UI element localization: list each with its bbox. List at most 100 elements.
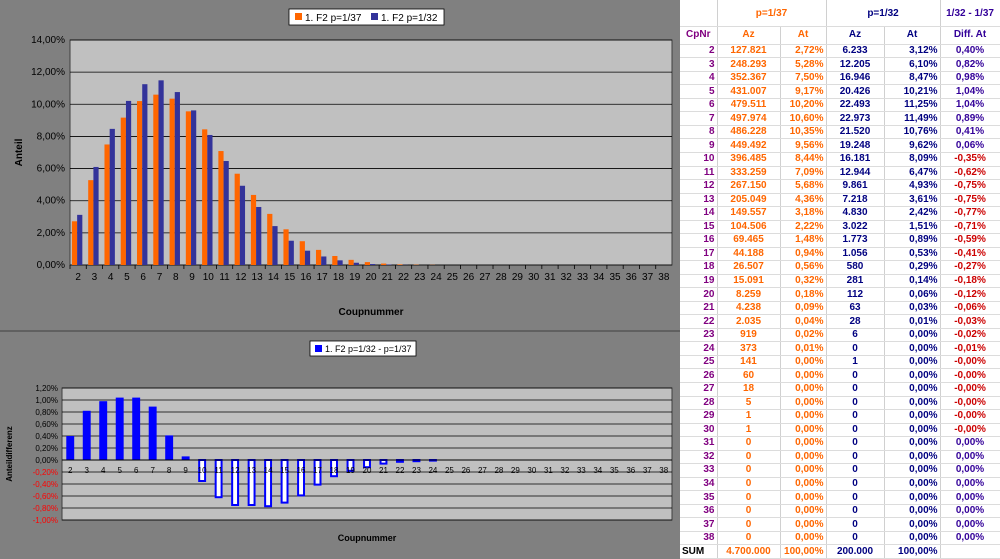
cell-diff-at: -0,35%	[940, 152, 1000, 167]
cell-az-p37: 0	[717, 504, 781, 519]
bar-diff	[165, 435, 174, 460]
cell-az-p37: 352.367	[717, 71, 781, 86]
cell-cpnr: 34	[680, 477, 718, 492]
cell-cpnr: 7	[680, 111, 718, 126]
y-tick-label: 12,00%	[31, 67, 65, 78]
cell-cpnr: 31	[680, 436, 718, 451]
x-tick-label: 30	[527, 466, 536, 475]
cell-az-p32: 0	[826, 477, 885, 492]
cell-az-p32: 0	[826, 490, 885, 505]
x-tick-label: 10	[198, 466, 207, 475]
sum-cell-az-p32: 200.000	[826, 544, 885, 559]
cell-az-p37: 373	[717, 341, 781, 356]
cell-at-p32: 0,06%	[884, 287, 941, 302]
cell-az-p37: 0	[717, 477, 781, 492]
cell-az-p37: 104.506	[717, 220, 781, 235]
bar-p32	[321, 256, 327, 265]
legend: 1. F2 p=1/37 1. F2 p=1/32	[288, 8, 445, 26]
y-tick-label: 0,00%	[37, 260, 65, 271]
cell-at-p32: 3,12%	[884, 44, 941, 59]
table-row: 6 479.511 10,20% 22.493 11,25% 1,04%	[680, 98, 1000, 113]
cell-cpnr: 2	[680, 44, 718, 59]
cell-at-p32: 3,61%	[884, 193, 941, 208]
bar-p37	[153, 94, 159, 266]
bar-diff	[181, 456, 190, 460]
y-tick-label: 0,00%	[35, 456, 58, 465]
cell-at-p32: 0,00%	[884, 396, 941, 411]
x-tick-label: 5	[117, 466, 122, 475]
cell-cpnr: 5	[680, 84, 718, 99]
x-tick-label: 34	[593, 272, 605, 283]
cell-at-p37: 10,20%	[780, 98, 827, 113]
bar-p32	[109, 128, 115, 265]
x-tick-label: 28	[496, 272, 508, 283]
x-tick-label: 3	[85, 466, 90, 475]
cell-diff-at: 0,00%	[940, 463, 1000, 478]
bar-p37	[348, 259, 354, 265]
cell-at-p32: 0,00%	[884, 490, 941, 505]
cell-az-p32: 0	[826, 517, 885, 532]
cell-cpnr: 25	[680, 355, 718, 370]
bar-p37	[218, 151, 224, 265]
x-tick-label: 19	[349, 272, 361, 283]
table-row: 20 8.259 0,18% 112 0,06% -0,12%	[680, 287, 1000, 302]
col-header-at-p32: At	[884, 26, 941, 45]
group-header-row: p=1/37 p=1/32 1/32 - 1/37	[680, 0, 1000, 28]
bar-p32	[191, 110, 197, 266]
legend-label-p37: 1. F2 p=1/37	[305, 13, 362, 24]
cell-diff-at: -0,77%	[940, 206, 1000, 221]
x-tick-label: 37	[643, 466, 652, 475]
cell-cpnr: 12	[680, 179, 718, 194]
bar-diff	[99, 401, 108, 460]
cell-diff-at: -0,18%	[940, 274, 1000, 289]
x-tick-label: 6	[134, 466, 139, 475]
cell-az-p37: 2.035	[717, 314, 781, 329]
cell-az-p37: 205.049	[717, 193, 781, 208]
table-row: 12 267.150 5,68% 9.861 4,93% -0,75%	[680, 179, 1000, 194]
cell-az-p32: 580	[826, 260, 885, 275]
x-tick-label: 11	[214, 466, 223, 475]
cell-at-p37: 10,35%	[780, 125, 827, 140]
bar-p37	[185, 111, 192, 265]
x-axis-title: Coupnummer	[338, 533, 397, 543]
x-tick-label: 37	[642, 272, 654, 283]
cell-az-p37: 1	[717, 423, 781, 438]
x-tick-label: 33	[577, 466, 586, 475]
cell-az-p32: 0	[826, 341, 885, 356]
x-tick-label: 13	[252, 272, 264, 283]
cell-az-p32: 1.773	[826, 233, 885, 248]
y-tick-label: -0,20%	[33, 468, 58, 477]
col-header-az-p37: Az	[717, 26, 781, 45]
cell-at-p32: 0,14%	[884, 274, 941, 289]
cell-cpnr: 20	[680, 287, 718, 302]
x-tick-label: 15	[284, 272, 296, 283]
cell-az-p32: 0	[826, 436, 885, 451]
x-tick-label: 29	[512, 272, 524, 283]
cell-az-p32: 7.218	[826, 193, 885, 208]
cell-az-p37: 396.485	[717, 152, 781, 167]
cell-at-p32: 0,00%	[884, 382, 941, 397]
cell-at-p32: 10,76%	[884, 125, 941, 140]
x-tick-label: 2	[68, 466, 73, 475]
cell-diff-at: 0,00%	[940, 504, 1000, 519]
cell-az-p37: 18	[717, 382, 781, 397]
cell-at-p32: 0,00%	[884, 450, 941, 465]
legend-box	[309, 340, 417, 357]
cell-cpnr: 17	[680, 247, 718, 262]
cell-at-p32: 0,53%	[884, 247, 941, 262]
table-row: 37 0 0,00% 0 0,00% 0,00%	[680, 517, 1000, 532]
plot-area	[61, 387, 673, 521]
legend: 1. F2 p=1/32 - p=1/37	[309, 340, 417, 357]
cell-at-p32: 0,00%	[884, 423, 941, 438]
cell-az-p37: 333.259	[717, 166, 781, 181]
y-tick-label: 0,40%	[35, 432, 58, 441]
cell-at-p37: 0,00%	[780, 423, 827, 438]
cell-az-p32: 28	[826, 314, 885, 329]
bar-p32	[223, 161, 229, 265]
sum-row: SUM 4.700.000 100,00% 200.000 100,00%	[680, 544, 1000, 559]
table-row: 22 2.035 0,04% 28 0,01% -0,03%	[680, 314, 1000, 329]
x-tick-label: 23	[412, 466, 421, 475]
x-tick-label: 23	[414, 272, 426, 283]
cell-at-p37: 10,60%	[780, 111, 827, 126]
x-tick-label: 2	[75, 272, 81, 283]
